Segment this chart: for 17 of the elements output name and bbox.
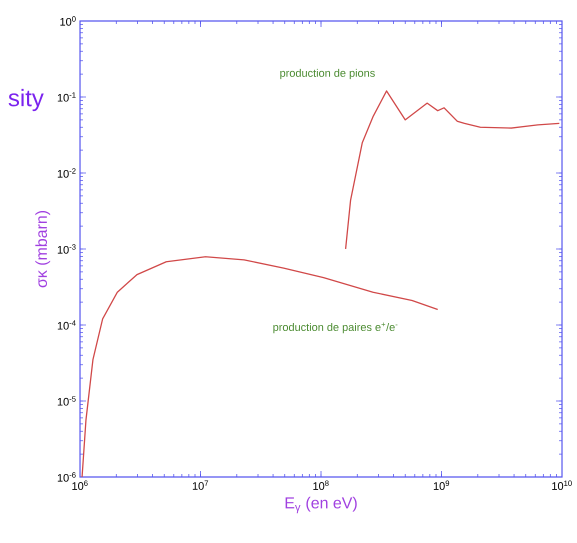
- x-tick-label: 10$^{7}$: [192, 480, 208, 490]
- x-axis-title: E$_{γ}$ (en eV): [286, 496, 357, 514]
- x-tick-label: 10$^{6}$: [72, 480, 88, 490]
- y-tick-label: 10$^{-4}$: [58, 320, 76, 330]
- y-tick-label: 10$^{-5}$: [58, 396, 76, 406]
- text: sity: [8, 88, 44, 112]
- x-tick-label: 10$^{8}$: [313, 480, 329, 490]
- y-tick-label: 10$^{-2}$: [58, 168, 76, 178]
- text: production de paires e$^{+}$/e$^{-}$: [273, 322, 398, 334]
- y-tick-label: 10$^{-1}$: [58, 92, 76, 102]
- y-tick-label: 10$^{-6}$: [58, 472, 76, 482]
- y-tick-label: 10$^{0}$: [60, 16, 76, 26]
- series-label: production de pions: [280, 68, 375, 80]
- x-tick-label: 10$^{9}$: [434, 480, 450, 490]
- x-tick-label: 10$^{10}$: [552, 480, 572, 490]
- y-axis-title: σκ (mbarn): [35, 210, 50, 288]
- y-tick-label: 10$^{-3}$: [58, 244, 76, 254]
